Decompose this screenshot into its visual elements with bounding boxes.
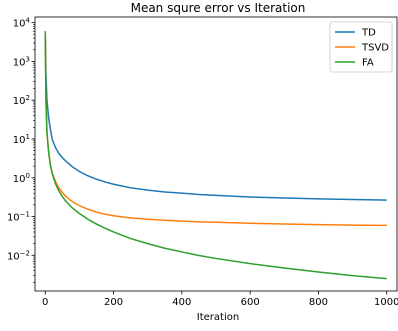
x-tick-label: 1000 [374,297,398,308]
y-tick-label: 101 [13,133,30,146]
plot-series [44,31,387,280]
x-tick-label: 800 [309,297,328,308]
chart-title: Mean squre error vs Iteration [131,1,306,15]
y-tick-label: 100 [13,172,30,185]
y-tick-label: 10−1 [7,211,30,224]
series-line-td [44,31,387,201]
legend-label-td: TD [361,28,376,39]
legend-label-fa: FA [362,58,374,69]
legend-label-tsvd: TSVD [361,43,389,54]
x-tick-label: 0 [42,297,48,308]
x-axis-ticks: 0 200 400 600 800 1000 [42,291,398,308]
y-tick-label: 10−2 [7,249,30,262]
x-tick-label: 200 [104,297,123,308]
series-line-fa [44,31,387,280]
x-axis-label: Iteration [197,312,239,323]
plot-frame [34,16,398,292]
legend: TD TSVD FA [329,21,393,73]
legend-box [329,21,393,73]
x-tick-label: 400 [172,297,191,308]
y-tick-label: 104 [13,17,31,30]
x-tick-label: 600 [241,297,260,308]
y-tick-label: 103 [13,55,30,68]
y-tick-label: 102 [13,94,30,107]
